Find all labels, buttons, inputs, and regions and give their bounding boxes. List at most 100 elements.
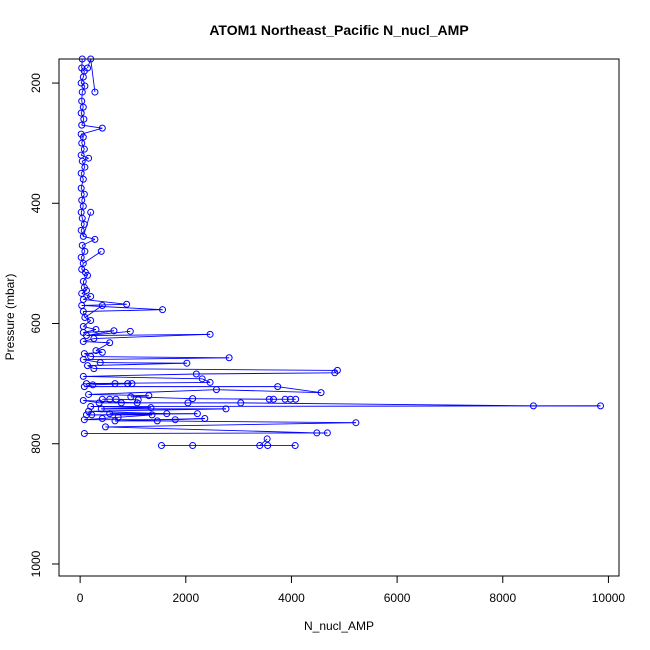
chart-title: ATOM1 Northeast_Pacific N_nucl_AMP [209,22,468,38]
data-point [80,416,88,424]
x-tick-label: 4000 [278,591,305,605]
data-point [193,410,201,418]
series-segment [118,414,153,418]
series-segment [80,166,86,174]
y-tick-label: 200 [29,73,43,93]
data-point [112,395,120,403]
y-tick-label: 1000 [29,550,43,577]
data-point [85,154,93,162]
data-point [89,381,97,389]
data-point [97,405,105,413]
data-point [80,115,88,123]
data-point [80,190,88,198]
data-point [96,359,104,367]
series-segment [277,386,322,394]
data-point [126,327,134,335]
x-tick-label: 6000 [384,591,411,605]
series-segment [83,338,94,342]
series-segment [83,373,197,377]
data-point [80,430,88,438]
data-point [153,417,161,425]
series-segment [81,92,83,102]
data-point [84,271,92,279]
data-point [78,88,86,96]
series-segment [83,341,110,344]
data-point [111,380,119,388]
data-point [292,395,300,403]
data-point [78,241,86,249]
x-tick-label: 0 [77,591,84,605]
y-axis-label: Pressure (mbar) [3,274,17,361]
series-segment [130,396,193,400]
data-point [124,380,132,388]
data-point [98,124,106,132]
series-segment [105,422,356,428]
data-point [98,348,106,356]
series-segment [90,356,230,359]
series-segment [83,320,91,327]
data-point [81,314,89,321]
series-segment [93,333,211,339]
data-point [133,399,141,407]
data-point [163,410,171,418]
x-tick-label: 8000 [489,591,516,605]
data-point [265,395,273,403]
data-point [123,300,131,308]
data-point [87,292,95,300]
data-point [88,411,96,419]
series-segment [88,389,217,395]
series-segment [87,58,92,69]
data-point [331,369,339,377]
data-point [91,88,99,96]
data-point [79,372,87,380]
data-point [212,386,220,394]
data-point [222,405,230,413]
data-point [256,442,264,450]
data-point [97,247,105,255]
data-point [78,157,86,165]
data-point [79,103,87,111]
data-point [198,375,206,383]
series-segment [86,330,131,336]
data-point [110,327,118,335]
data-point [269,395,277,403]
data-point [80,220,88,228]
data-point [98,414,106,422]
series-segment [84,353,91,357]
data-point [79,175,87,183]
data-point [106,339,114,347]
series-segment [90,405,601,407]
data-point [147,404,155,412]
data-point [128,380,136,388]
data-point [78,121,86,129]
data-point [264,442,272,450]
data-point [597,402,605,410]
data-point [323,429,331,437]
data-point [159,306,167,314]
series-segment [240,402,534,407]
series-segment [82,238,96,246]
series-segment [80,82,86,87]
data-point [148,411,156,419]
series-segment [82,275,88,282]
data-point [79,338,87,346]
data-point [529,402,537,410]
y-tick-label: 600 [29,313,43,333]
series-segment [93,368,338,371]
series-segment [157,420,356,424]
series-segment [216,389,322,394]
data-point [85,390,93,398]
series-segment [192,398,274,400]
data-point [87,353,95,361]
series-segment [81,154,89,159]
series-segment [84,432,328,434]
x-axis: 0 2000 4000 6000 8000 10000 [77,575,626,605]
data-point [145,392,153,400]
data-point [206,330,214,338]
data-point [127,393,135,401]
series-segment [196,372,335,375]
data-point [352,419,360,427]
x-tick-label: 10000 [592,591,626,605]
series-segment [83,357,230,361]
